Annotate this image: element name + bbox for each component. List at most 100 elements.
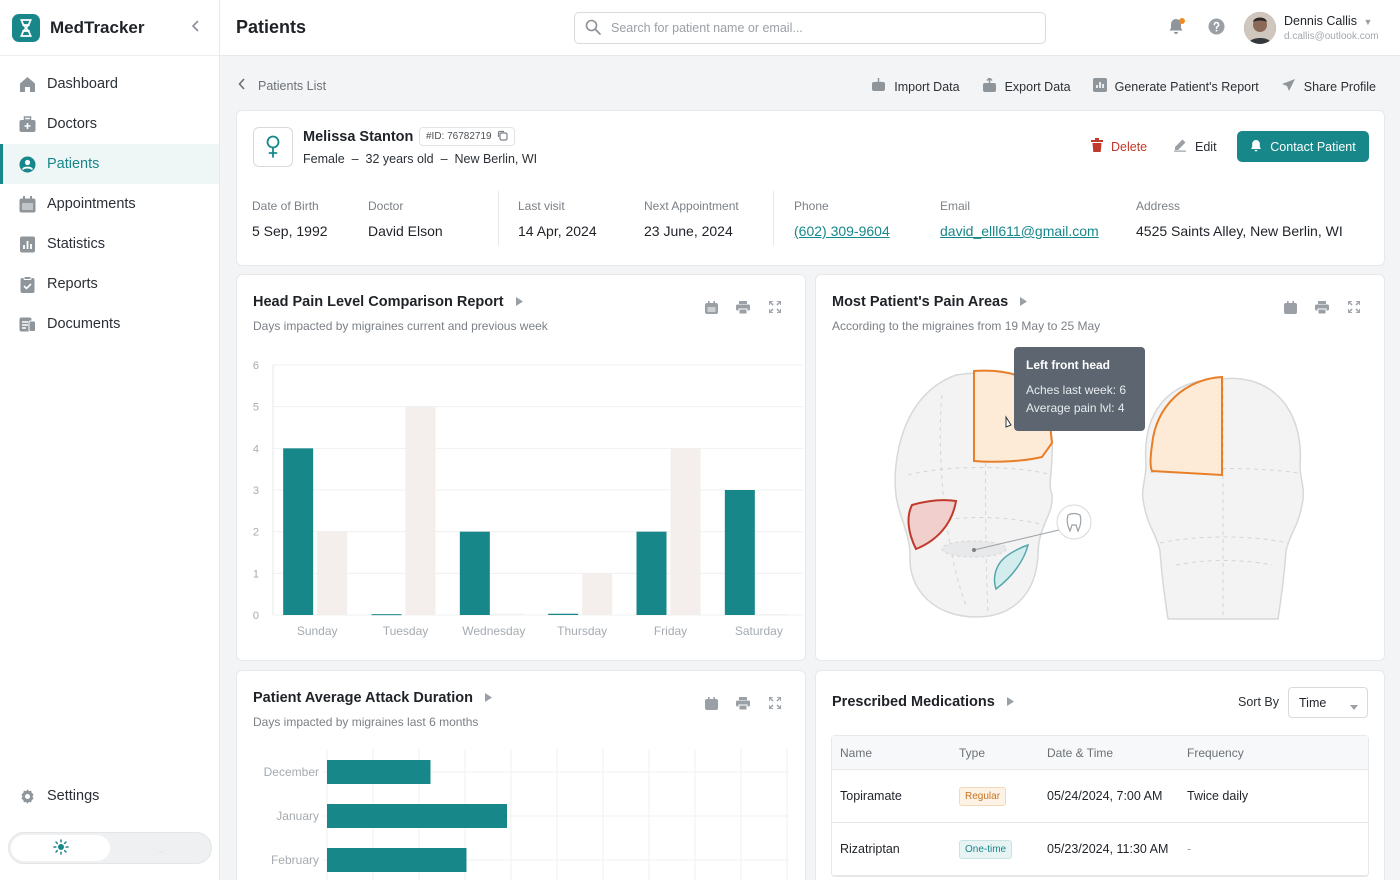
table-row[interactable]: Topiramate Regular 05/24/2024, 7:00 AM T…	[832, 770, 1368, 823]
medications-card: Prescribed Medications Sort By Time Name…	[815, 670, 1385, 880]
panel-title: Head Pain Level Comparison Report	[253, 294, 523, 310]
head-pain-title: Head Pain Level Comparison Report	[253, 294, 504, 310]
delete-button[interactable]: Delete	[1091, 138, 1147, 155]
copy-icon[interactable]	[497, 130, 508, 144]
app-logo[interactable]	[12, 13, 40, 42]
sidebar-item-label: Settings	[47, 788, 100, 804]
tooltip-line: Average pain lvl: 4	[1026, 401, 1125, 415]
sidebar-item-doctors[interactable]: Doctors	[0, 104, 219, 144]
share-profile-button[interactable]: Share Profile	[1281, 78, 1376, 95]
bar	[317, 531, 348, 615]
play-icon[interactable]	[1020, 294, 1028, 310]
field-label: Address	[1136, 199, 1181, 213]
export-data-button[interactable]: Export Data	[982, 76, 1071, 95]
tooltip-title: Left front head	[1026, 358, 1110, 372]
search-box[interactable]	[574, 12, 1046, 44]
email-link[interactable]: david_elll611@gmail.com	[940, 223, 1099, 239]
y-tick-label: December	[264, 765, 319, 779]
doctor-field: Doctor David Elson	[368, 199, 443, 239]
table-header: Name Type Date & Time Frequency	[832, 736, 1368, 770]
column-header[interactable]: Name	[840, 745, 873, 760]
sidebar-item-label: Documents	[47, 316, 121, 332]
x-tick-label: Wednesday	[462, 624, 525, 638]
table-row[interactable]: Rizatriptan One-time 05/23/2024, 11:30 A…	[832, 823, 1368, 876]
dark-mode-option[interactable]	[110, 835, 209, 861]
field-label: Next Appointment	[644, 199, 739, 213]
divider	[773, 191, 774, 245]
calendar-icon[interactable]	[703, 299, 719, 315]
edit-button[interactable]: Edit	[1173, 138, 1217, 155]
tooth-icon[interactable]	[1056, 504, 1092, 540]
sidebar-item-dashboard[interactable]: Dashboard	[0, 64, 219, 104]
sort-select[interactable]: Time	[1288, 687, 1368, 718]
field-value: 14 Apr, 2024	[518, 223, 597, 239]
divider	[498, 191, 499, 245]
expand-icon[interactable]	[1346, 299, 1362, 315]
sidebar-item-label: Dashboard	[47, 76, 118, 92]
notifications-bell[interactable]	[1166, 18, 1186, 38]
column-header[interactable]: Frequency	[1187, 745, 1244, 760]
contact-patient-button[interactable]: Contact Patient	[1237, 131, 1369, 162]
import-label: Import Data	[894, 79, 960, 94]
field-label: Date of Birth	[252, 199, 319, 213]
attack-title: Patient Average Attack Duration	[253, 690, 473, 706]
light-mode-option[interactable]	[11, 835, 110, 861]
medical-case-icon	[19, 115, 36, 133]
collapse-sidebar-icon[interactable]	[191, 19, 201, 37]
sidebar-item-settings[interactable]: Settings	[0, 776, 219, 816]
printer-icon[interactable]	[735, 695, 751, 711]
pain-area-back-left[interactable]	[1149, 375, 1223, 477]
theme-toggle[interactable]	[8, 832, 212, 864]
expand-icon[interactable]	[767, 299, 783, 315]
sidebar-item-statistics[interactable]: Statistics	[0, 224, 219, 264]
medication-datetime: 05/23/2024, 11:30 AM	[1047, 842, 1169, 856]
y-tick-label: 5	[253, 402, 259, 414]
back-link[interactable]: Patients List	[258, 78, 327, 93]
import-data-button[interactable]: Import Data	[871, 78, 960, 95]
pain-area-cheek[interactable]	[907, 499, 958, 551]
help-button[interactable]	[1206, 18, 1226, 38]
medications-title: Prescribed Medications	[832, 694, 995, 710]
medication-name: Rizatriptan	[840, 842, 900, 856]
tooltip-line: Aches last week: 6	[1026, 383, 1127, 397]
field-label: Email	[940, 199, 971, 213]
brand: MedTracker	[0, 0, 219, 56]
sidebar-item-patients[interactable]: Patients	[0, 144, 219, 184]
contact-label: Contact Patient	[1270, 139, 1356, 154]
bar	[582, 573, 613, 615]
search-input[interactable]	[611, 21, 1011, 35]
user-email: d.callis@outlook.com	[1284, 31, 1379, 42]
notification-dot	[1179, 18, 1185, 24]
sidebar-item-appointments[interactable]: Appointments	[0, 184, 219, 224]
phone-link[interactable]: (602) 309-9604	[794, 223, 890, 239]
pain-area-jaw[interactable]	[993, 543, 1030, 591]
play-icon[interactable]	[1006, 694, 1014, 710]
calendar-icon[interactable]	[1282, 299, 1298, 315]
calendar-icon[interactable]	[703, 695, 719, 711]
pain-area-tooltip: Left front head Aches last week: 6 Avera…	[1014, 347, 1145, 431]
avatar[interactable]	[1244, 12, 1276, 44]
user-menu[interactable]: Dennis Callis ▼	[1284, 14, 1372, 28]
sort-value: Time	[1299, 695, 1327, 710]
y-tick-label: January	[276, 809, 319, 823]
bar	[405, 406, 436, 615]
printer-icon[interactable]	[1314, 299, 1330, 315]
breadcrumb[interactable]: Patients List	[238, 78, 326, 93]
y-tick-label: 1	[253, 568, 259, 580]
column-header[interactable]: Date & Time	[1047, 745, 1114, 760]
y-tick-label: 2	[253, 527, 259, 539]
generate-report-button[interactable]: Generate Patient's Report	[1092, 78, 1259, 95]
expand-icon[interactable]	[767, 695, 783, 711]
sidebar-item-reports[interactable]: Reports	[0, 264, 219, 304]
printer-icon[interactable]	[735, 299, 751, 315]
delete-label: Delete	[1111, 139, 1148, 154]
column-header[interactable]: Type	[959, 745, 986, 760]
play-icon[interactable]	[484, 690, 492, 706]
sidebar-item-label: Patients	[47, 156, 100, 172]
field-label: Doctor	[368, 199, 404, 213]
patient-name: Melissa Stanton	[303, 129, 414, 145]
x-tick-label: Friday	[654, 624, 687, 638]
play-icon[interactable]	[515, 294, 523, 310]
bar	[327, 804, 507, 828]
sidebar-item-documents[interactable]: Documents	[0, 304, 219, 344]
